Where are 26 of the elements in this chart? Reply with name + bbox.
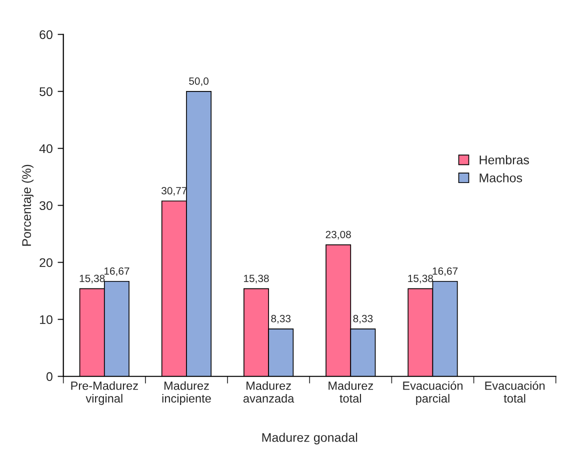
data-label: 50,0 [189,77,209,86]
data-label: 23,08 [326,230,351,240]
data-label: 15,38 [408,274,433,284]
x-tick-label: Madurez total [328,381,374,403]
y-tick-label: 10 [40,315,52,324]
y-tick-label: 60 [40,30,52,40]
x-tick-label: Madurez incipiente [162,381,211,405]
data-label: 15,38 [80,274,105,284]
y-tick-label: 0 [46,372,52,382]
y-tick-label: 30 [40,201,52,210]
y-tick-label: 40 [39,144,52,154]
y-tick-label: 20 [40,258,52,268]
x-tick-label: Pre-Madurez virginal [71,381,138,405]
data-label: 8,33 [353,314,373,324]
data-label: 8,33 [271,314,291,324]
y-axis-title: Porcentaje (%) [22,164,34,246]
data-label: 16,67 [104,267,130,276]
x-tick-label: Evacuación parcial [403,381,462,405]
data-label: 15,38 [244,274,269,284]
legend-label: Hembras [480,155,529,164]
legend-label: Machos [480,173,522,182]
data-label: 16,67 [432,267,458,276]
x-tick-label: Evacuación total [485,381,545,403]
x-axis-title: Madurez gonadal [262,432,358,444]
x-tick-label: Madurez avanzada [243,381,294,403]
y-tick-label: 50 [40,87,52,96]
